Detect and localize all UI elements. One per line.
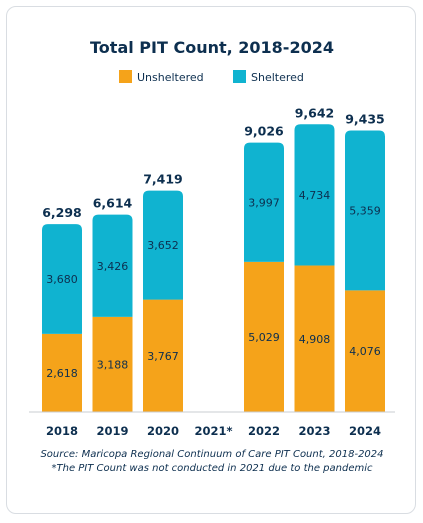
bar-unsheltered — [345, 290, 385, 412]
x-tick-label: 2024 — [349, 424, 381, 438]
source-note: Source: Maricopa Regional Continuum of C… — [40, 449, 383, 460]
x-tick-label: 2021* — [194, 424, 232, 438]
x-tick-label: 2018 — [46, 424, 78, 438]
chart-card: Total PIT Count, 2018-2024 Unsheltered Sh… — [6, 6, 416, 514]
bar-sheltered — [294, 124, 335, 266]
total-value-label: 9,026 — [244, 124, 284, 139]
footnote: *The PIT Count was not conducted in 2021… — [52, 463, 373, 474]
unsheltered-value-label: 4,076 — [349, 345, 381, 358]
total-value-label: 9,435 — [345, 111, 385, 126]
pit-count-chart: Total PIT Count, 2018-2024 Unsheltered Sh… — [29, 38, 395, 474]
x-tick-label: 2023 — [298, 424, 330, 438]
bar-sheltered — [143, 190, 183, 300]
sheltered-value-label: 3,680 — [46, 273, 78, 286]
legend-swatch-unsheltered — [119, 70, 132, 83]
unsheltered-value-label: 2,618 — [46, 367, 78, 380]
bar-unsheltered — [244, 261, 284, 412]
sheltered-value-label: 3,652 — [147, 239, 179, 252]
unsheltered-value-label: 3,188 — [97, 358, 129, 371]
total-value-label: 6,298 — [42, 205, 82, 220]
bar-unsheltered — [294, 265, 335, 412]
x-tick-label: 2019 — [96, 424, 128, 438]
x-tick-label: 2020 — [147, 424, 179, 438]
bar-unsheltered — [92, 316, 133, 412]
legend-label-unsheltered: Unsheltered — [137, 71, 204, 84]
bar-unsheltered — [42, 333, 82, 412]
total-value-label: 7,419 — [143, 172, 183, 187]
chart-title: Total PIT Count, 2018-2024 — [90, 38, 334, 57]
bar-sheltered — [345, 130, 385, 291]
sheltered-value-label: 4,734 — [299, 189, 331, 202]
legend-label-sheltered: Sheltered — [251, 71, 304, 84]
legend: Unsheltered Sheltered — [119, 70, 304, 84]
x-tick-label: 2022 — [248, 424, 280, 438]
sheltered-value-label: 3,426 — [97, 260, 129, 273]
unsheltered-value-label: 5,029 — [248, 331, 280, 344]
unsheltered-value-label: 4,908 — [299, 333, 331, 346]
bar-unsheltered — [143, 299, 183, 412]
legend-swatch-sheltered — [233, 70, 246, 83]
unsheltered-value-label: 3,767 — [147, 350, 179, 363]
total-value-label: 9,642 — [295, 105, 335, 120]
sheltered-value-label: 5,359 — [349, 204, 381, 217]
x-axis-ticks: 2018 2019 2020 2021* 2022 2023 2024 — [46, 424, 381, 438]
bars-group: 2,618 3,680 6,298 3,188 3,426 6,614 3,767 3,652… — [42, 105, 385, 412]
bar-sheltered — [244, 142, 284, 262]
total-value-label: 6,614 — [93, 196, 133, 211]
sheltered-value-label: 3,997 — [248, 196, 280, 209]
bar-sheltered — [92, 214, 133, 317]
bar-sheltered — [42, 224, 82, 334]
